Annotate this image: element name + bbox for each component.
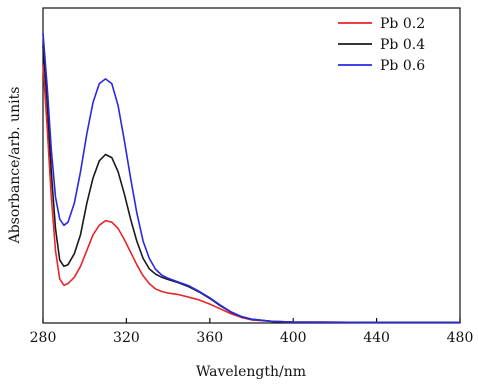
x-tick-label: 320 xyxy=(113,330,140,346)
x-axis-ticks: 280 320 360 400 440 480 xyxy=(30,318,474,346)
series-line-1 xyxy=(42,64,460,324)
legend-label: Pb 0.6 xyxy=(380,58,425,74)
x-tick-label: 400 xyxy=(280,330,307,346)
x-tick-label: 480 xyxy=(447,330,474,346)
series-line-2 xyxy=(42,45,460,324)
plot-frame xyxy=(42,7,461,324)
legend-label: Pb 0.2 xyxy=(380,16,425,32)
y-axis-title: Absorbance/arb. units xyxy=(7,87,23,245)
legend-label: Pb 0.4 xyxy=(380,37,425,53)
legend: Pb 0.2 Pb 0.4 Pb 0.6 xyxy=(338,16,425,74)
series-line-3 xyxy=(42,33,460,324)
series-layer xyxy=(42,33,460,324)
x-axis-title: Wavelength/nm xyxy=(196,364,306,380)
x-tick-label: 440 xyxy=(363,330,390,346)
x-tick-label: 280 xyxy=(30,330,57,346)
x-tick-label: 360 xyxy=(196,330,223,346)
